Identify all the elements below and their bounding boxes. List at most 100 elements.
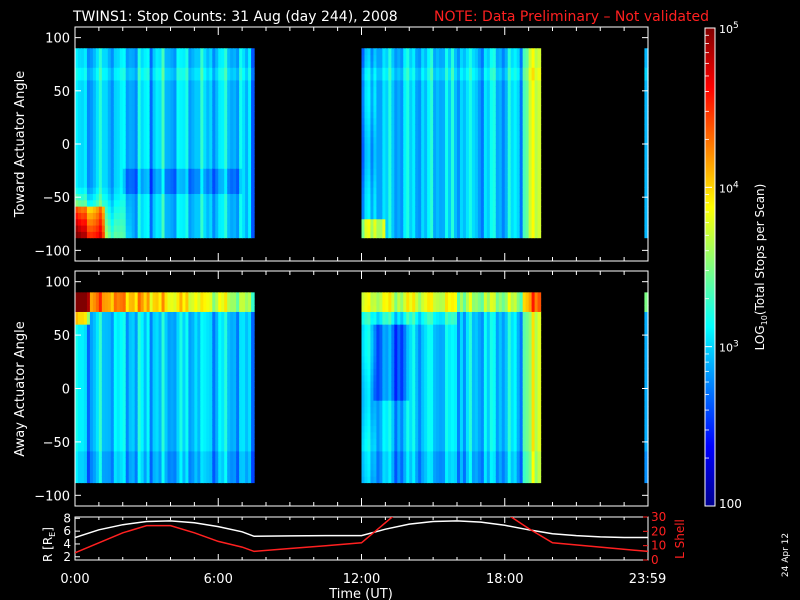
toward-heatmap-cell xyxy=(394,161,398,169)
toward-heatmap-cell xyxy=(418,187,422,195)
toward-heatmap-cell xyxy=(140,117,145,125)
away-heatmap-cell xyxy=(125,292,130,300)
toward-heatmap-cell xyxy=(465,48,470,56)
toward-heatmap-cell xyxy=(101,117,106,125)
away-heatmap-cell xyxy=(95,431,100,439)
toward-heatmap-cell xyxy=(218,124,222,131)
toward-heatmap-cell xyxy=(95,98,100,106)
toward-heatmap-cell xyxy=(131,206,136,213)
away-heatmap-cell xyxy=(146,381,151,389)
toward-heatmap-cell xyxy=(388,193,392,201)
toward-heatmap-cell xyxy=(158,218,163,226)
toward-heatmap-cell xyxy=(173,155,178,163)
away-heatmap-cell xyxy=(197,476,201,484)
toward-heatmap-cell xyxy=(421,67,425,75)
toward-y-tick-label: 50 xyxy=(53,85,70,100)
toward-heatmap-cell xyxy=(113,86,118,94)
toward-heatmap-cell xyxy=(239,224,243,232)
toward-heatmap-cell xyxy=(233,224,237,232)
toward-heatmap-cell xyxy=(454,206,458,213)
toward-heatmap-cell xyxy=(486,199,491,207)
toward-heatmap-cell xyxy=(468,231,473,239)
away-heatmap-cell xyxy=(113,374,118,382)
toward-heatmap-cell xyxy=(465,67,470,75)
toward-heatmap-cell xyxy=(394,199,398,207)
away-heatmap-cell xyxy=(179,387,184,395)
toward-heatmap-cell xyxy=(212,124,216,131)
away-heatmap-cell xyxy=(110,343,115,351)
toward-heatmap-cell xyxy=(137,224,142,232)
toward-heatmap-cell xyxy=(421,98,425,106)
toward-heatmap-cell xyxy=(457,67,461,75)
toward-heatmap-cell xyxy=(442,142,446,150)
toward-heatmap-cell xyxy=(531,98,536,106)
toward-heatmap-cell xyxy=(385,86,389,94)
toward-heatmap-cell xyxy=(406,155,410,163)
toward-heatmap-cell xyxy=(191,180,195,188)
toward-heatmap-cell xyxy=(480,67,485,75)
toward-heatmap-cell xyxy=(495,60,500,68)
toward-heatmap-cell xyxy=(251,149,255,157)
toward-heatmap-cell xyxy=(427,98,431,106)
toward-heatmap-cell xyxy=(119,60,124,68)
toward-heatmap-cell xyxy=(83,130,88,138)
toward-heatmap-cell xyxy=(188,105,192,112)
away-heatmap-cell xyxy=(86,438,91,446)
toward-heatmap-cell xyxy=(122,224,127,232)
toward-heatmap-cell xyxy=(507,142,512,150)
toward-heatmap-cell xyxy=(179,60,184,68)
toward-heatmap-cell xyxy=(173,218,178,226)
away-heatmap-cell xyxy=(134,412,139,420)
toward-heatmap-cell xyxy=(445,142,449,150)
away-heatmap-cell xyxy=(77,425,82,433)
toward-heatmap-cell xyxy=(537,218,542,226)
away-heatmap-cell xyxy=(200,412,204,420)
away-heatmap-cell xyxy=(191,450,195,458)
toward-heatmap-cell xyxy=(233,130,237,138)
toward-heatmap-cell xyxy=(236,180,240,188)
toward-heatmap-cell xyxy=(516,212,521,220)
toward-heatmap-cell xyxy=(230,212,234,220)
away-heatmap-cell xyxy=(167,336,172,344)
away-heatmap-cell xyxy=(143,393,148,401)
toward-heatmap-cell xyxy=(128,79,133,87)
toward-heatmap-cell xyxy=(483,117,488,125)
toward-heatmap-cell xyxy=(522,48,527,56)
toward-heatmap-cell xyxy=(110,224,115,232)
away-heatmap-cell xyxy=(77,406,82,414)
toward-heatmap-cell xyxy=(227,86,231,94)
toward-heatmap-cell xyxy=(442,193,446,201)
toward-heatmap-cell xyxy=(155,60,160,68)
toward-heatmap-cell xyxy=(143,231,148,239)
away-heatmap-cell xyxy=(122,431,127,439)
toward-heatmap-cell xyxy=(134,92,139,100)
toward-heatmap-cell xyxy=(537,206,542,213)
toward-heatmap-cell xyxy=(167,199,172,207)
toward-heatmap-cell xyxy=(92,92,97,100)
toward-heatmap-cell xyxy=(459,92,464,100)
away-heatmap-cell xyxy=(170,431,175,439)
toward-y-tick-label: −100 xyxy=(34,244,70,259)
away-heatmap-cell xyxy=(101,476,106,484)
toward-heatmap-cell xyxy=(248,193,252,201)
away-heatmap-cell xyxy=(104,457,109,465)
toward-heatmap-cell xyxy=(218,92,222,100)
away-heatmap-cell xyxy=(110,324,115,331)
toward-heatmap-cell xyxy=(227,142,231,150)
toward-heatmap-cell xyxy=(412,48,416,56)
away-heatmap-cell xyxy=(161,419,166,427)
toward-heatmap-cell xyxy=(161,155,166,163)
toward-heatmap-cell xyxy=(83,149,88,157)
toward-heatmap-cell xyxy=(519,199,524,207)
toward-heatmap-cell xyxy=(149,174,154,182)
away-heatmap-cell xyxy=(119,355,124,363)
away-heatmap-cell xyxy=(185,311,189,319)
toward-heatmap-cell xyxy=(507,73,512,81)
away-heatmap-cell xyxy=(197,324,201,331)
toward-heatmap-cell xyxy=(388,180,392,188)
toward-heatmap-cell xyxy=(245,73,249,81)
toward-heatmap-cell xyxy=(122,193,127,201)
away-heatmap-cell xyxy=(161,374,166,382)
toward-heatmap-cell xyxy=(239,48,243,56)
toward-heatmap-cell xyxy=(251,98,255,106)
